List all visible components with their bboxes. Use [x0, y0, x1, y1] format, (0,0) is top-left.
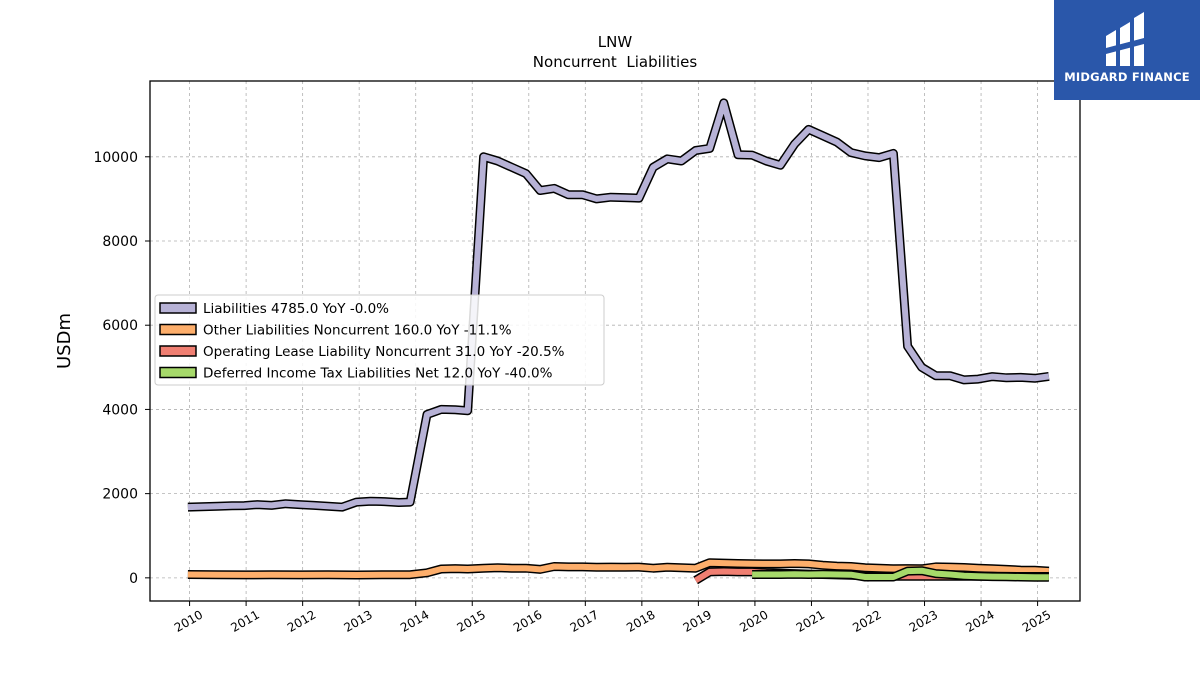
- x-tick-label: 2013: [341, 608, 374, 635]
- series-1: [187, 98, 1050, 512]
- chart-title: LNW: [598, 33, 633, 51]
- x-tick-label: 2015: [455, 608, 488, 635]
- legend-swatch: [159, 302, 197, 314]
- x-tick-label: 2025: [1020, 608, 1053, 635]
- plot-frame: [149, 80, 1081, 602]
- legend: Liabilities 4785.0 YoY -0.0% Other Liabil…: [154, 294, 605, 386]
- x-axis: 2010 2011 2012 2013 2014 2015 2016 2017 2018 2019…: [172, 601, 1053, 635]
- x-tick-label: 2022: [850, 608, 883, 635]
- x-tick-label: 2014: [398, 608, 431, 635]
- y-tick-label: 10000: [93, 150, 138, 166]
- y-tick-label: 4000: [102, 402, 138, 418]
- x-tick-label: 2016: [511, 608, 544, 635]
- legend-label: Liabilities 4785.0 YoY -0.0%: [203, 301, 389, 317]
- legend-label: Other Liabilities Noncurrent 160.0 YoY -…: [203, 323, 512, 339]
- legend-box: [154, 294, 605, 386]
- x-tick-label: 2024: [963, 608, 996, 635]
- x-tick-label: 2019: [681, 608, 714, 635]
- x-tick-label: 2020: [737, 608, 770, 635]
- x-tick-label: 2011: [228, 608, 261, 635]
- series-4: [752, 566, 1049, 582]
- x-tick-label: 2021: [794, 608, 827, 635]
- y-axis: 0 2000 4000 6000 8000 10000: [93, 150, 150, 587]
- x-tick-label: 2010: [172, 608, 205, 635]
- x-tick-label: 2017: [568, 608, 601, 635]
- brand-logo: MIDGARD FINANCE: [1054, 0, 1200, 100]
- y-tick-label: 8000: [102, 234, 138, 250]
- x-tick-label: 2012: [285, 608, 318, 635]
- legend-swatch: [159, 366, 197, 379]
- logo-text: MIDGARD FINANCE: [1064, 70, 1190, 84]
- legend-swatch: [159, 345, 197, 357]
- y-tick-label: 2000: [102, 487, 138, 503]
- series-line: [752, 567, 1049, 581]
- legend-swatch: [159, 323, 197, 336]
- logo-mark-icon: [1106, 12, 1144, 66]
- legend-label: Deferred Income Tax Liabilities Net 12.0…: [203, 366, 553, 382]
- series-line: [187, 99, 1050, 511]
- series-layer: [187, 98, 1050, 585]
- y-tick-label: 0: [129, 571, 138, 587]
- x-tick-label: 2023: [907, 608, 940, 635]
- y-tick-label: 6000: [102, 318, 138, 334]
- legend-label: Operating Lease Liability Noncurrent 31.…: [203, 344, 565, 360]
- chart-subtitle: Noncurrent Liabilities: [533, 53, 698, 71]
- x-tick-label: 2018: [624, 608, 657, 635]
- y-axis-label: USDm: [54, 313, 75, 369]
